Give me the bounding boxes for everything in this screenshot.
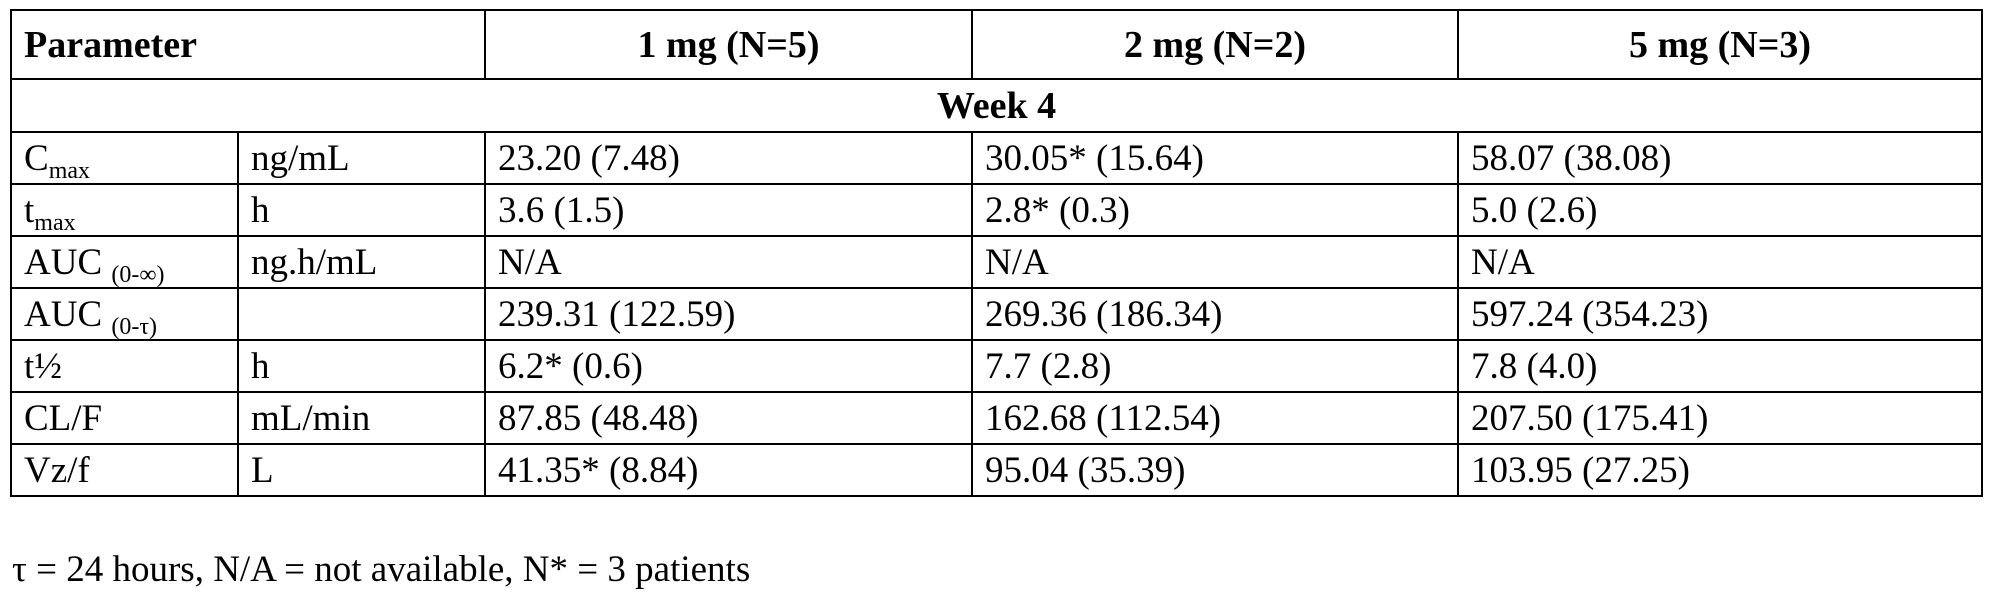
value-2mg: 7.7 (2.8) [972,340,1458,392]
parameter-unit: h [238,184,485,236]
parameter-name: t½ [11,340,238,392]
table-header-row: Parameter 1 mg (N=5) 2 mg (N=2) 5 mg (N=… [11,10,1982,79]
value-1mg: 6.2* (0.6) [485,340,972,392]
parameter-name: Vz/f [11,444,238,496]
value-2mg: 162.68 (112.54) [972,392,1458,444]
table-footnote: τ = 24 hours, N/A = not available, N* = … [12,551,750,588]
parameter-unit: ng/mL [238,132,485,184]
value-5mg: 103.95 (27.25) [1458,444,1982,496]
header-dose-1mg: 1 mg (N=5) [485,10,972,79]
parameter-unit: L [238,444,485,496]
value-1mg: 239.31 (122.59) [485,288,972,340]
parameter-name: AUC (0-τ) [11,288,238,340]
table-row: Cmax ng/mL 23.20 (7.48) 30.05* (15.64) 5… [11,132,1982,184]
document-page: Parameter 1 mg (N=5) 2 mg (N=2) 5 mg (N=… [0,0,1992,613]
value-2mg: N/A [972,236,1458,288]
section-week-4: Week 4 [11,79,1982,132]
value-1mg: 41.35* (8.84) [485,444,972,496]
section-row: Week 4 [11,79,1982,132]
table-row: AUC (0-τ) 239.31 (122.59) 269.36 (186.34… [11,288,1982,340]
parameter-name: AUC (0-∞) [11,236,238,288]
value-5mg: 207.50 (175.41) [1458,392,1982,444]
value-2mg: 95.04 (35.39) [972,444,1458,496]
value-5mg: N/A [1458,236,1982,288]
value-5mg: 58.07 (38.08) [1458,132,1982,184]
parameter-unit: mL/min [238,392,485,444]
parameter-unit: ng.h/mL [238,236,485,288]
table-row: Vz/f L 41.35* (8.84) 95.04 (35.39) 103.9… [11,444,1982,496]
parameter-unit: h [238,340,485,392]
value-2mg: 269.36 (186.34) [972,288,1458,340]
table-row: CL/F mL/min 87.85 (48.48) 162.68 (112.54… [11,392,1982,444]
table-row: tmax h 3.6 (1.5) 2.8* (0.3) 5.0 (2.6) [11,184,1982,236]
value-5mg: 597.24 (354.23) [1458,288,1982,340]
parameter-unit [238,288,485,340]
value-1mg: 87.85 (48.48) [485,392,972,444]
header-dose-5mg: 5 mg (N=3) [1458,10,1982,79]
value-1mg: N/A [485,236,972,288]
value-2mg: 30.05* (15.64) [972,132,1458,184]
value-1mg: 3.6 (1.5) [485,184,972,236]
parameter-name: CL/F [11,392,238,444]
table-row: t½ h 6.2* (0.6) 7.7 (2.8) 7.8 (4.0) [11,340,1982,392]
parameter-name: tmax [11,184,238,236]
value-5mg: 5.0 (2.6) [1458,184,1982,236]
value-2mg: 2.8* (0.3) [972,184,1458,236]
value-1mg: 23.20 (7.48) [485,132,972,184]
parameter-name: Cmax [11,132,238,184]
header-dose-2mg: 2 mg (N=2) [972,10,1458,79]
table-row: AUC (0-∞) ng.h/mL N/A N/A N/A [11,236,1982,288]
header-parameter: Parameter [11,10,485,79]
pk-parameters-table: Parameter 1 mg (N=5) 2 mg (N=2) 5 mg (N=… [10,9,1983,497]
value-5mg: 7.8 (4.0) [1458,340,1982,392]
